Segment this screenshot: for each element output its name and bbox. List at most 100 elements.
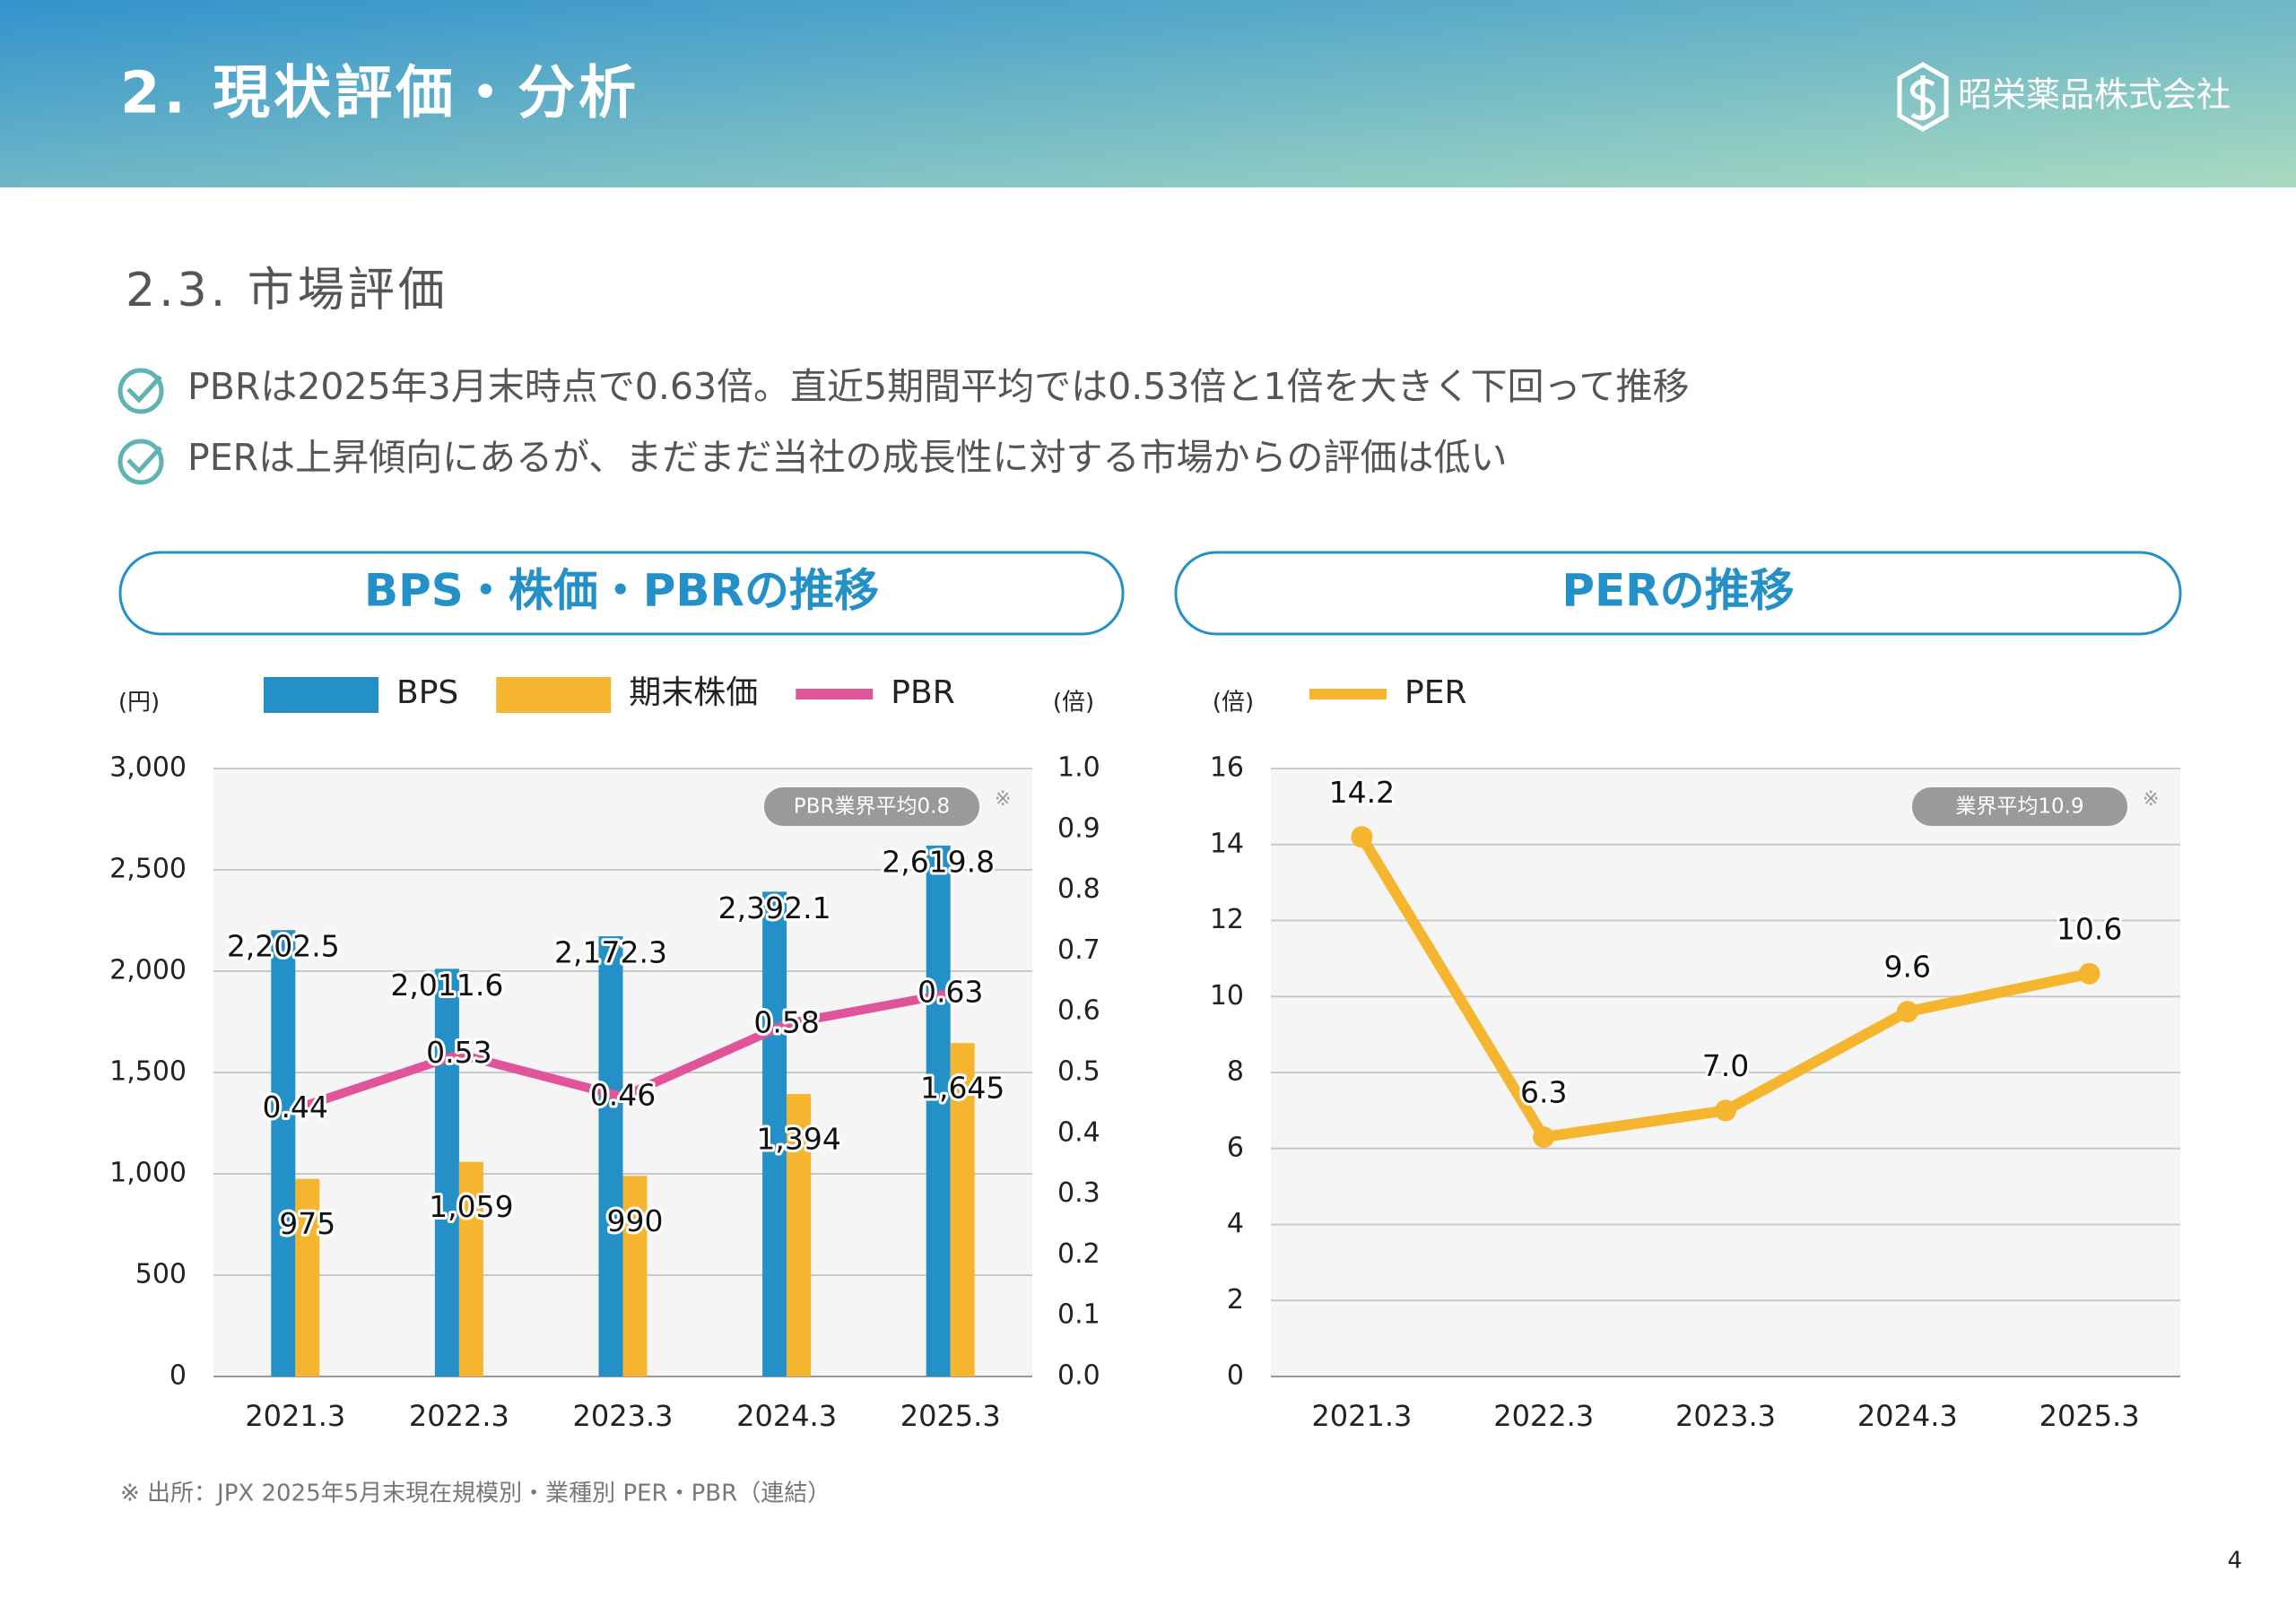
bar [598, 936, 623, 1376]
y2-tick-label: 0.5 [1057, 1056, 1100, 1088]
bar [622, 1176, 648, 1376]
x-tick-label: 2023.3 [573, 1399, 674, 1433]
y-tick-label: 2 [1227, 1284, 1244, 1316]
data-label: 2,619.8 [882, 844, 995, 879]
point [2078, 962, 2100, 985]
y-tick-label: 2,000 [109, 955, 187, 986]
y2-tick-label: 1.0 [1057, 752, 1100, 784]
y-tick-label: 10 [1210, 980, 1244, 1012]
y-tick-label: 16 [1210, 752, 1244, 784]
x-tick-label: 2024.3 [1857, 1399, 1958, 1433]
y-tick-label: 500 [135, 1259, 187, 1290]
y-tick-label: 12 [1210, 904, 1244, 935]
data-label: 6.3 [1520, 1075, 1567, 1110]
bar [434, 968, 459, 1376]
bar [926, 845, 951, 1376]
data-label: 0.53 [426, 1035, 491, 1070]
x-tick-label: 2025.3 [900, 1399, 1001, 1433]
footnote: ※ 出所：JPX 2025年5月末現在規模別・業種別 PER・PBR（連結） [120, 1481, 831, 1507]
legend-swatch [496, 677, 612, 713]
y-tick-label: 2,500 [109, 854, 187, 885]
y2-tick-label: 0.6 [1057, 995, 1100, 1027]
annotation: 業界平均10.9 [1955, 795, 2083, 819]
logo [1897, 62, 1949, 132]
annotation: PBR業界平均0.8 [794, 795, 950, 819]
legend-label: PBR [891, 674, 954, 711]
data-label: 9.6 [1884, 950, 1931, 985]
x-tick-label: 2022.3 [409, 1399, 509, 1433]
annotation-pill [764, 787, 979, 826]
y-tick-label: 3,000 [109, 752, 187, 784]
bar [762, 891, 787, 1376]
annotation-pill [1912, 787, 2127, 826]
chart-title: BPS・株価・PBRの推移 [364, 565, 879, 617]
data-label: 990 [607, 1203, 664, 1238]
panel-header [1174, 551, 2182, 636]
y2-tick-label: 0.9 [1057, 812, 1100, 844]
data-label: 0.46 [590, 1078, 656, 1113]
bullet-text: PBRは2025年3月末時点で0.63倍。直近5期間平均では0.53倍と1倍を大… [187, 365, 1689, 408]
x-tick-label: 2024.3 [736, 1399, 837, 1433]
data-label: 1,059 [429, 1189, 513, 1224]
legend-swatch [264, 677, 378, 713]
chart-title: PERの推移 [1561, 565, 1794, 617]
y2-tick-label: 0.4 [1057, 1116, 1100, 1148]
data-label: 0.58 [753, 1004, 819, 1039]
data-label: 1,645 [920, 1071, 1004, 1106]
point [1533, 1126, 1555, 1149]
bar [950, 1043, 975, 1376]
y-axis-unit: (倍) [1213, 690, 1254, 716]
x-tick-label: 2021.3 [245, 1399, 345, 1433]
data-label: 14.2 [1329, 775, 1395, 810]
y-tick-label: 1,000 [109, 1158, 187, 1189]
bar [271, 930, 296, 1376]
data-label: 2,392.1 [718, 890, 831, 925]
y-tick-label: 8 [1227, 1056, 1244, 1088]
y-tick-label: 14 [1210, 828, 1244, 859]
check-icon [117, 368, 164, 414]
header-title: 2. 現状評価・分析 [120, 61, 639, 127]
panel-header [118, 551, 1125, 636]
legend-label: 期末株価 [629, 674, 758, 711]
line [293, 988, 952, 1114]
x-tick-label: 2022.3 [1493, 1399, 1594, 1433]
point [1896, 1001, 1918, 1023]
section-title: 2.3. 市場評価 [126, 264, 448, 317]
y-tick-label: 4 [1227, 1208, 1244, 1239]
x-tick-label: 2023.3 [1675, 1399, 1776, 1433]
point [1351, 826, 1373, 848]
bullet-text: PERは上昇傾向にあるが、まだまだ当社の成長性に対する市場からの評価は低い [187, 436, 1507, 479]
y-tick-label: 1,500 [109, 1056, 187, 1088]
y2-axis-unit: (倍) [1053, 690, 1094, 716]
y2-tick-label: 0.3 [1057, 1177, 1100, 1209]
data-label: 0.44 [263, 1090, 328, 1125]
legend-label: BPS [396, 674, 458, 711]
check-icon [117, 439, 164, 485]
bar [458, 1161, 483, 1376]
y2-tick-label: 0.7 [1057, 934, 1100, 966]
y-axis-unit: (円) [118, 690, 160, 716]
data-label: 975 [279, 1206, 335, 1241]
data-label: 2,172.3 [554, 935, 667, 970]
y-tick-label: 0 [170, 1360, 187, 1392]
data-label: 1,394 [756, 1121, 840, 1156]
data-label: 7.0 [1702, 1048, 1749, 1083]
data-label: 0.63 [918, 974, 983, 1009]
y2-tick-label: 0.1 [1057, 1299, 1100, 1331]
data-label: 2,202.5 [227, 929, 340, 964]
bar [295, 1178, 320, 1376]
bar [787, 1093, 812, 1376]
y-tick-label: 6 [1227, 1132, 1244, 1163]
x-tick-label: 2021.3 [1311, 1399, 1412, 1433]
y2-tick-label: 0.0 [1057, 1360, 1100, 1392]
annotation-mark: ※ [995, 788, 1011, 811]
page-number: 4 [2227, 1548, 2242, 1575]
data-label: 2,011.6 [390, 968, 503, 1003]
y2-tick-label: 0.2 [1057, 1238, 1100, 1270]
annotation-mark: ※ [2143, 788, 2159, 811]
y-tick-label: 0 [1227, 1360, 1244, 1392]
data-label: 10.6 [2057, 911, 2122, 946]
legend-label: PER [1405, 674, 1466, 711]
point [1715, 1099, 1736, 1122]
